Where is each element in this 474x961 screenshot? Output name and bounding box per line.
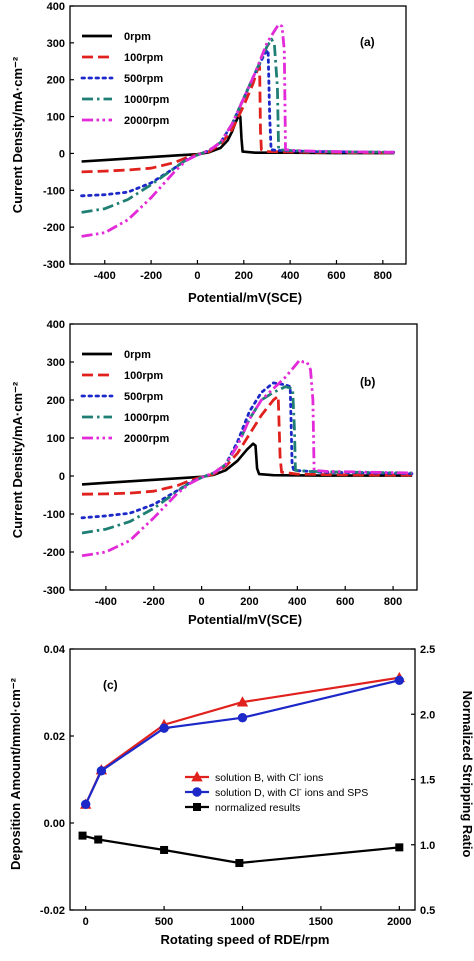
panel-b-ytick-label: 100 [47, 433, 65, 445]
panel-b-xtick-label: 600 [336, 596, 354, 608]
panel-b-ytick-label: 200 [47, 395, 65, 407]
panel-b-legend-label: 100rpm [124, 370, 163, 382]
panel-b-series-line [81, 385, 413, 535]
panel-c-data-point [235, 859, 244, 868]
panel-c-series-line [82, 834, 400, 865]
panel-a-plot-frame [69, 5, 407, 265]
panel-a-ytick-label: 100 [47, 112, 65, 124]
panel-b-series-line [81, 442, 413, 486]
panel-c-data-point [394, 675, 405, 686]
panel-a-ytick-label: 300 [47, 38, 65, 50]
panel-c-ytick-right-label: 2.0 [420, 709, 435, 721]
panel-b-xtick-label: 800 [384, 596, 402, 608]
panel-b-xtick-label: -400 [95, 596, 117, 608]
panel-b-ylabel: Current Density/mA·cm⁻² [10, 381, 25, 538]
panel-b-ytick-label: 400 [47, 319, 65, 331]
panel-c-legend-marker [192, 787, 202, 797]
panel-a-xtick-label: -400 [94, 270, 116, 282]
panel-a-xlabel: Potential/mV(SCE) [188, 290, 302, 305]
panel-c-ytick-label: 0.00 [44, 818, 65, 830]
panel-c-data-point [395, 843, 404, 852]
panel-a-legend-label: 1000rpm [124, 94, 169, 106]
panel-c-legend-label: solution B, with Cl- ions [215, 770, 323, 784]
panel-b-xtick-label: -200 [143, 596, 165, 608]
panel-a-ytick-label: -200 [43, 222, 65, 234]
panel-a-series-line [81, 65, 395, 174]
panel-a-xtick-label: 200 [235, 270, 253, 282]
panel-a-ytick-label: -300 [43, 259, 65, 271]
panel-b-legend-label: 0rpm [124, 349, 151, 361]
panel-c-chart: Deposition Amount/mmol·cm⁻² Normalized S… [8, 644, 474, 947]
panel-b-label: (b) [360, 375, 375, 389]
panel-c-data-point [96, 766, 107, 776]
panel-b-ytick-label: -200 [43, 547, 65, 559]
panel-a-ylabel: Current Density/mA·cm⁻² [10, 56, 25, 213]
panel-a-legend-label: 0rpm [124, 31, 151, 43]
panel-c-data-point [159, 723, 169, 733]
panel-c-ytick-label: 0.04 [44, 644, 66, 656]
panel-c-xtick-label: 500 [155, 916, 173, 928]
panel-c-data-point [237, 713, 248, 723]
panel-c-xtick-label: 1000 [230, 916, 254, 928]
panel-c-legend-marker [193, 803, 201, 811]
panel-a-xtick-label: -200 [140, 270, 162, 282]
panel-a-legend-label: 500rpm [124, 73, 163, 85]
panel-b-ytick-label: 0 [59, 471, 65, 483]
panel-b-xtick-label: 400 [288, 596, 306, 608]
panel-a-legend-label: 100rpm [124, 52, 163, 64]
panel-b-plot-frame [69, 323, 418, 591]
panel-b-xtick-label: 0 [199, 596, 205, 608]
panel-a-xtick-label: 0 [194, 270, 200, 282]
panel-c-ytick-label: 0.02 [44, 731, 65, 743]
panel-b-chart: Current Density/mA·cm⁻² Potential/mV(SCE… [10, 319, 418, 627]
panel-a-ytick-label: 200 [47, 75, 65, 87]
panel-c-legend-label: normalized results [215, 802, 300, 814]
panel-b-ytick-label: -300 [43, 585, 65, 597]
panel-a-ytick-label: 400 [47, 1, 65, 13]
panel-a-chart: Current Density/mA·cm⁻² Potential/mV(SCE… [10, 1, 407, 305]
panel-b-xlabel: Potential/mV(SCE) [188, 612, 302, 627]
panel-c-data-point [94, 835, 103, 844]
panel-a-ytick-label: 0 [59, 148, 65, 160]
panel-c-xlabel: Rotating speed of RDE/rpm [160, 932, 329, 947]
panel-c-ytick-right-label: 2.5 [420, 644, 435, 656]
panel-c-ytick-right-label: 1.0 [420, 840, 435, 852]
panel-a-xtick-label: 600 [327, 270, 345, 282]
panel-c-legend-marker [191, 771, 203, 782]
panel-b-series-line [80, 381, 414, 520]
panel-b-ytick-label: -100 [43, 509, 65, 521]
panel-a-legend-label: 2000rpm [124, 115, 169, 127]
panel-c-xtick-label: 1500 [309, 916, 333, 928]
panel-c-data-point [160, 845, 169, 854]
panel-c-data-point [236, 696, 249, 707]
panel-c-xtick-label: 2000 [387, 916, 411, 928]
panel-c-data-point [80, 799, 91, 809]
panel-a-xtick-label: 400 [281, 270, 299, 282]
panel-b-series-line [81, 394, 413, 496]
panel-b-legend-label: 500rpm [124, 391, 163, 403]
panel-a-ytick-label: -100 [43, 185, 65, 197]
panel-c-xtick-label: 0 [83, 916, 89, 928]
panel-c-ytick-label: -0.02 [40, 905, 65, 917]
panel-c-legend-label: solution D, with Cl- ions and SPS [215, 785, 368, 799]
panel-b-ytick-label: 300 [47, 357, 65, 369]
panel-b-series-line [81, 358, 413, 558]
panel-b-xtick-label: 200 [240, 596, 258, 608]
panel-b-legend-label: 1000rpm [124, 412, 169, 424]
panel-c-ytick-right-label: 0.5 [420, 905, 435, 917]
panel-a-label: (a) [360, 35, 375, 49]
panel-c-ylabel: Deposition Amount/mmol·cm⁻² [8, 677, 23, 870]
panel-c-label: (c) [103, 678, 118, 692]
panel-a-xtick-label: 800 [374, 270, 392, 282]
panel-c-data-point [78, 831, 87, 840]
panel-c-ytick-right-label: 1.5 [420, 775, 435, 787]
panel-c-ylabel-right: Normalized Stripping Ratio [460, 691, 474, 858]
panel-b-legend-label: 2000rpm [124, 433, 169, 445]
